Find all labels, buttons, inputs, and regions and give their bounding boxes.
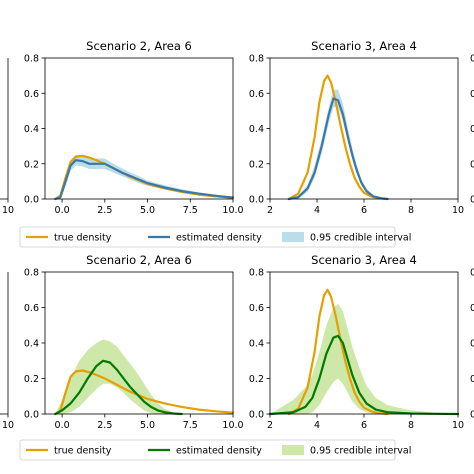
true-density-line <box>54 369 235 416</box>
legend-label: estimated density <box>176 446 262 457</box>
left-partial-panel-top: 10 <box>0 58 14 216</box>
x-tick-label: 10 <box>452 420 464 431</box>
y-tick-label: 0.2 <box>24 374 39 385</box>
partial-y-tick-label: 0.0 <box>470 410 474 421</box>
y-tick-label: 0.4 <box>24 124 39 135</box>
legend-label: 0.95 credible interval <box>310 233 411 244</box>
legend: true density estimated density 0.95 credib… <box>19 226 411 248</box>
legend: true density estimated density 0.95 credib… <box>19 439 411 461</box>
true-density-line <box>287 288 389 416</box>
true-density-line <box>287 74 389 201</box>
y-tick-label: 0.0 <box>249 195 264 206</box>
y-tick-label: 0.0 <box>249 410 264 421</box>
credible-interval-band <box>55 154 233 199</box>
x-tick-label: 10 <box>452 205 464 216</box>
y-tick-label: 0.2 <box>249 159 264 170</box>
chart-panel-bottom-right: Scenario 3, Area 4 2 4 6 8 10 0.0 0.2 0.4 0.6 0.8 <box>249 253 464 431</box>
x-tick-label: 4 <box>314 205 320 216</box>
y-tick-label: 0.2 <box>249 374 264 385</box>
y-tick-label: 0.4 <box>249 124 264 135</box>
legend-swatch-patch <box>282 445 304 455</box>
y-tick-label: 0.6 <box>249 89 264 100</box>
x-tick-label: 2 <box>267 205 273 216</box>
panel-title: Scenario 3, Area 4 <box>311 253 417 267</box>
x-tick-label: 2.5 <box>97 420 112 431</box>
legend-label: 0.95 credible interval <box>310 446 411 457</box>
x-tick-label: 8 <box>408 420 414 431</box>
partial-y-tick-label: 0.2 <box>470 374 474 385</box>
x-tick-label: 6 <box>361 205 367 216</box>
left-partial-panel-bottom: 10 <box>0 272 14 431</box>
x-tick-label: 5.0 <box>140 420 155 431</box>
x-tick-label: 10.0 <box>222 205 243 216</box>
partial-y-tick-label: 0.6 <box>470 89 474 100</box>
estimated-density-line <box>287 97 389 201</box>
y-tick-label: 0.8 <box>249 268 264 279</box>
legend-label: estimated density <box>176 233 262 244</box>
y-tick-label: 0.6 <box>249 303 264 314</box>
panel-title: Scenario 2, Area 6 <box>86 39 192 53</box>
panel-title: Scenario 2, Area 6 <box>86 253 192 267</box>
partial-x-tick-label: 10 <box>2 205 14 216</box>
estimated-density-line <box>54 359 183 416</box>
partial-y-tick-label: 0.2 <box>470 159 474 170</box>
x-tick-label: 2.5 <box>97 205 112 216</box>
partial-y-tick-label: 0.8 <box>470 268 474 279</box>
x-tick-label: 7.5 <box>183 205 198 216</box>
y-tick-label: 0.6 <box>24 89 39 100</box>
y-tick-label: 0.4 <box>24 339 39 350</box>
y-tick-label: 0.0 <box>24 410 39 421</box>
chart-panel-top-middle: Scenario 2, Area 6 0.0 2.5 5.0 7.5 10.0 0.0 0.2… <box>24 39 244 216</box>
y-tick-label: 0.4 <box>249 339 264 350</box>
estimated-density-line <box>268 334 460 416</box>
partial-y-tick-label: 0.8 <box>470 54 474 65</box>
panel-title: Scenario 3, Area 4 <box>311 39 417 53</box>
y-tick-label: 0.0 <box>24 195 39 206</box>
x-tick-label: 2 <box>267 420 273 431</box>
x-tick-label: 0.0 <box>55 420 70 431</box>
legend-label: true density <box>54 446 112 457</box>
y-tick-label: 0.2 <box>24 159 39 170</box>
estimated-density-line <box>54 159 235 201</box>
chart-panel-top-right: Scenario 3, Area 4 2 4 6 8 10 0.0 0.2 0.4 0.6 0.8 <box>249 39 464 216</box>
legend-swatch-patch <box>282 232 304 242</box>
right-partial-panel-top: 0.8 0.6 0.4 0.2 0.0 <box>470 54 474 206</box>
partial-y-tick-label: 0.0 <box>470 195 474 206</box>
partial-x-tick-label: 10 <box>2 420 14 431</box>
y-tick-label: 0.8 <box>24 54 39 65</box>
legend-label: true density <box>54 233 112 244</box>
credible-interval-band <box>270 304 458 414</box>
credible-interval-band <box>55 339 182 414</box>
chart-panel-bottom-middle: Scenario 2, Area 6 0.0 2.5 5.0 7.5 10.0 0.0 0.2… <box>24 253 244 431</box>
y-tick-label: 0.8 <box>249 54 264 65</box>
x-tick-label: 0.0 <box>55 205 70 216</box>
y-tick-label: 0.8 <box>24 268 39 279</box>
x-tick-label: 10.0 <box>222 420 243 431</box>
x-tick-label: 4 <box>314 420 320 431</box>
partial-y-tick-label: 0.4 <box>470 124 474 135</box>
credible-interval-band <box>288 89 388 199</box>
x-tick-label: 7.5 <box>183 420 198 431</box>
right-partial-panel-bottom: 0.8 0.6 0.4 0.2 0.0 <box>470 268 474 421</box>
x-tick-label: 8 <box>408 205 414 216</box>
x-tick-label: 6 <box>361 420 367 431</box>
partial-y-tick-label: 0.4 <box>470 339 474 350</box>
partial-y-tick-label: 0.6 <box>470 303 474 314</box>
y-tick-label: 0.6 <box>24 303 39 314</box>
x-tick-label: 5.0 <box>140 205 155 216</box>
axes-frame <box>269 57 459 200</box>
